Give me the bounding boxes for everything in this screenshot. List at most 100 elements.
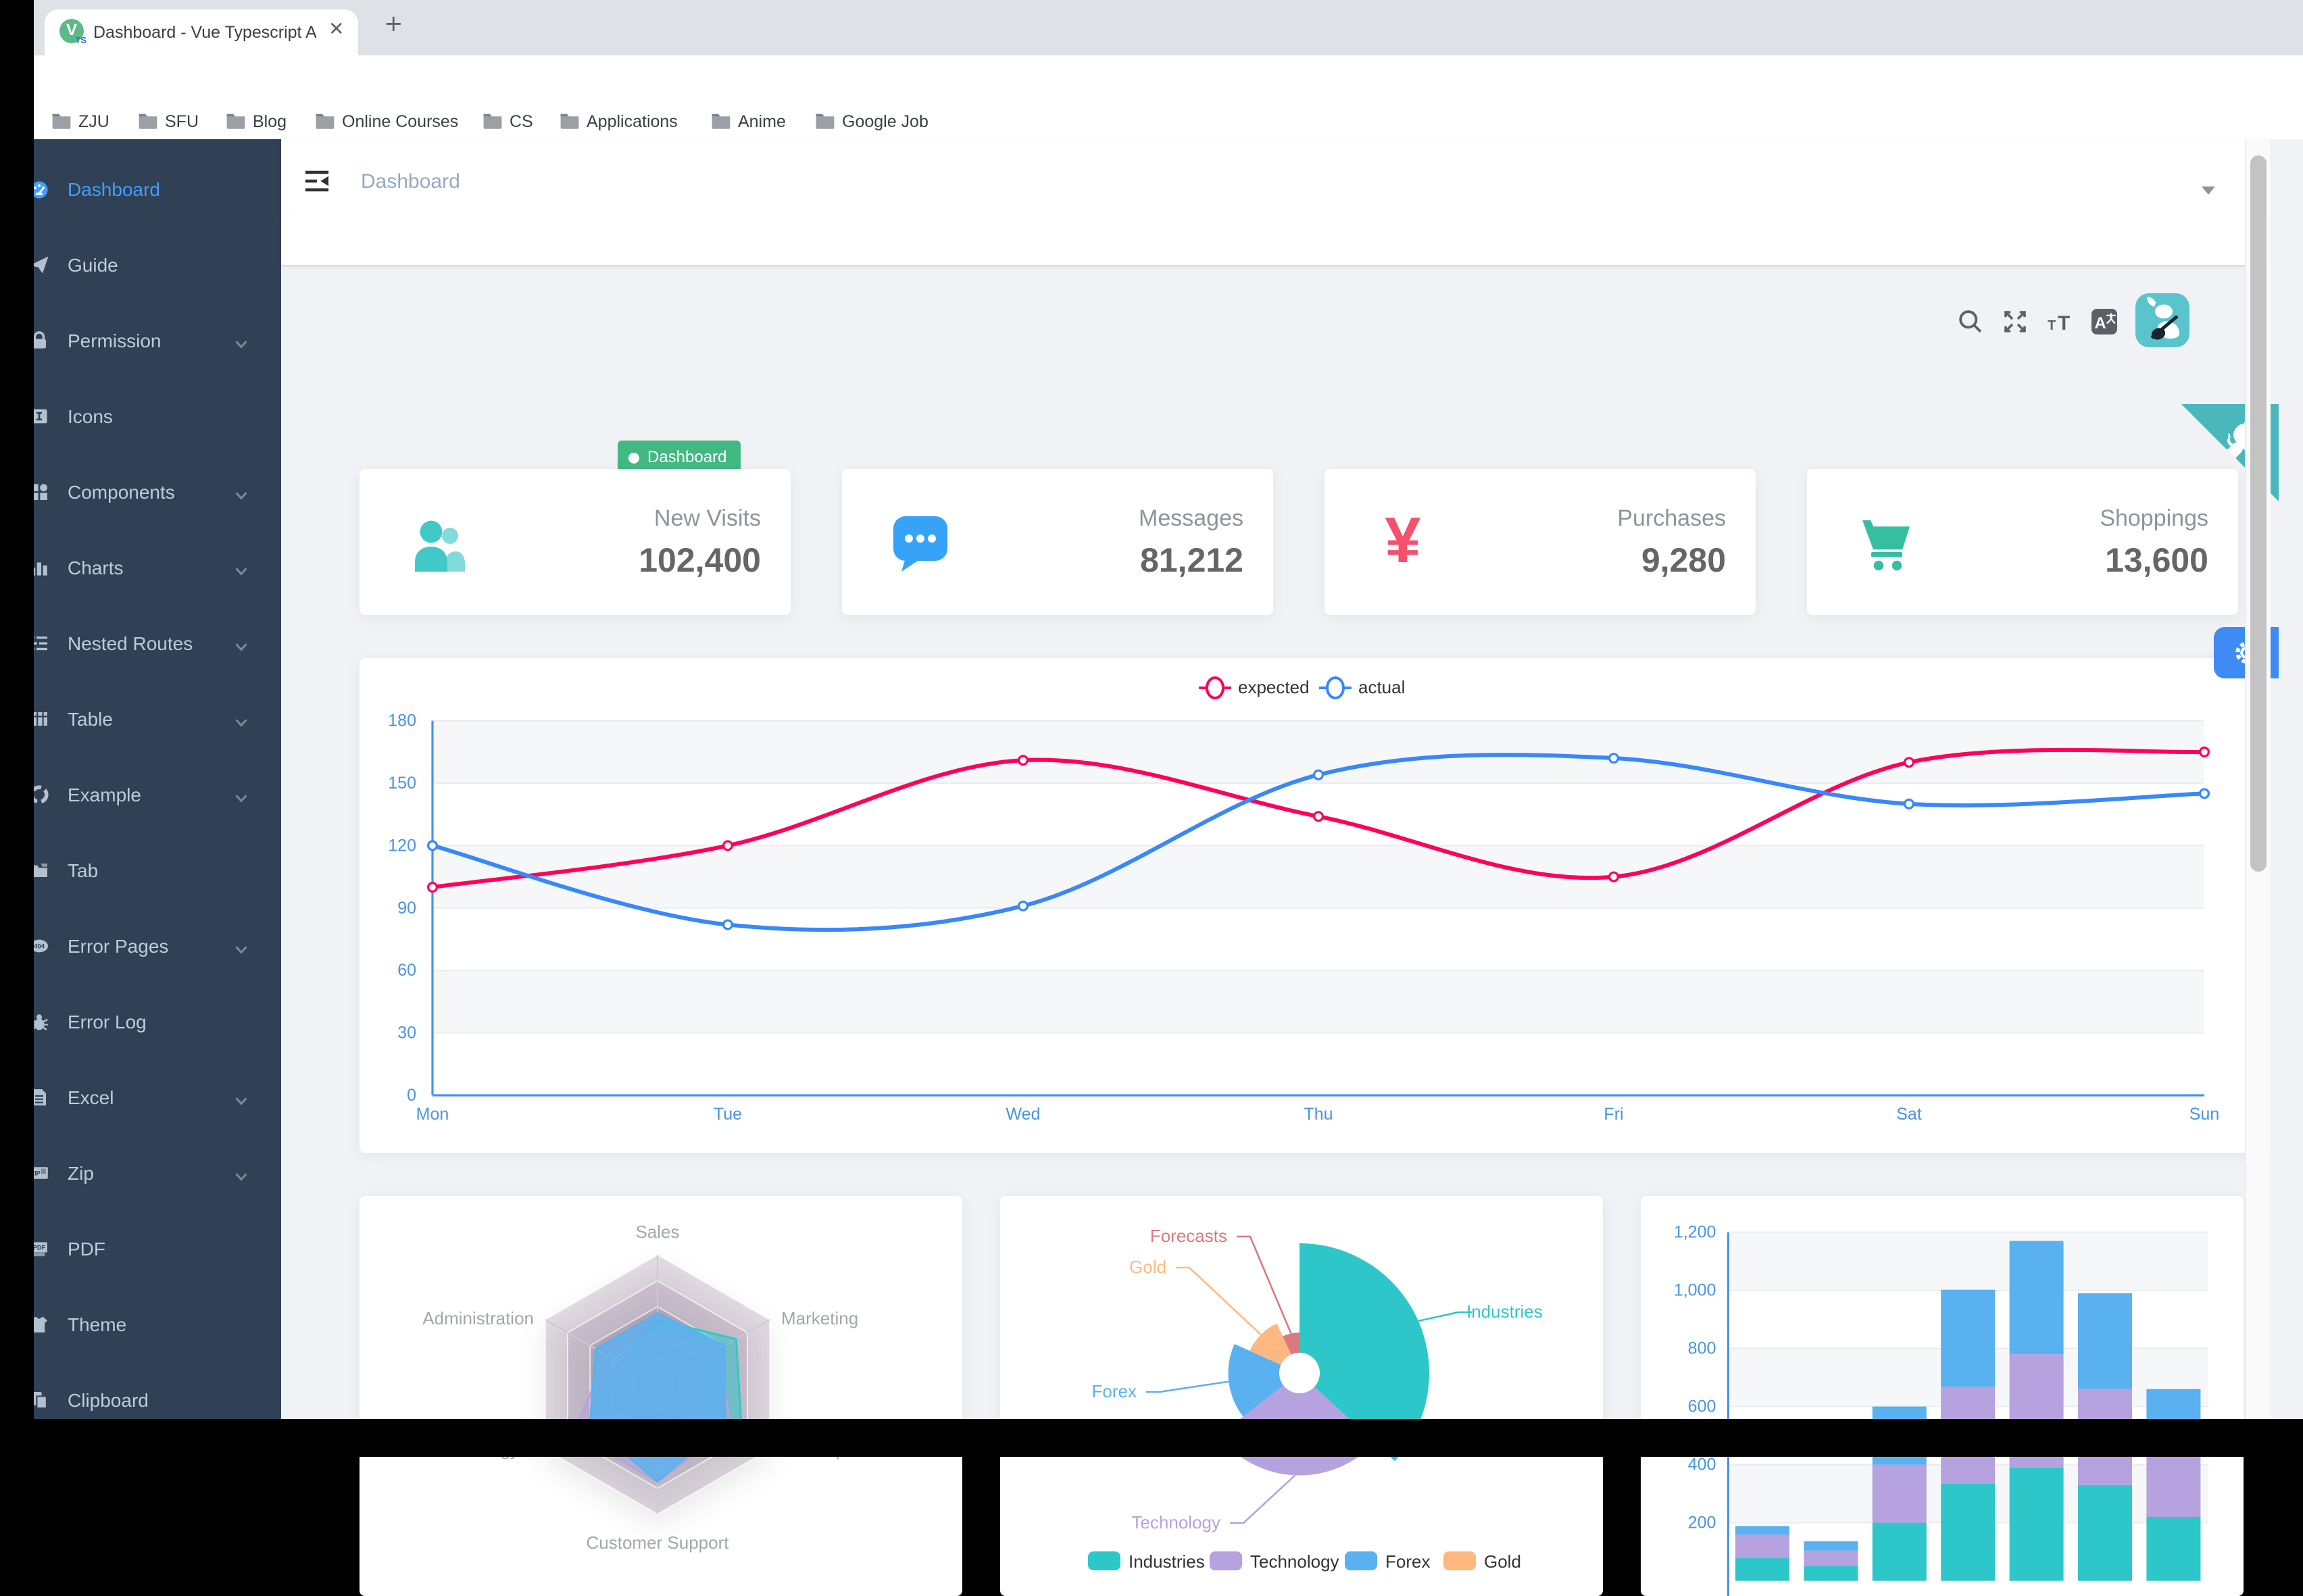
svg-text:Technology: Technology	[1131, 1512, 1220, 1532]
svg-text:400: 400	[1688, 1455, 1716, 1474]
sidebar-item-label: Excel	[68, 1087, 114, 1108]
bookmark-blog[interactable]: Blog	[226, 109, 287, 132]
sidebar-item-label: Error Pages	[68, 935, 169, 957]
chevron-down-icon	[232, 1168, 250, 1185]
svg-text:150: 150	[388, 774, 416, 793]
chevron-down-icon	[232, 638, 250, 655]
sidebar-item-error-pages[interactable]: 404 Error Pages	[0, 908, 281, 984]
stat-card-messages[interactable]: Messages 81,212	[842, 469, 1273, 615]
bookmark-label: CS	[510, 111, 533, 130]
svg-text:ZIP: ZIP	[31, 1170, 41, 1176]
bookmark-label: ZJU	[78, 111, 109, 130]
hamburger-icon[interactable]	[304, 169, 330, 193]
sidebar-item-components[interactable]: Components	[0, 454, 281, 530]
search-icon[interactable]	[1957, 308, 1984, 335]
browser-tab[interactable]: V TS Dashboard - Vue Typescript Ad ✕	[45, 9, 358, 55]
app-page: Dashboard Guide Permission Icons Components C…	[0, 139, 2303, 1596]
svg-text:Sales: Sales	[635, 1222, 679, 1242]
svg-text:120: 120	[388, 836, 416, 855]
sidebar-item-label: Components	[68, 481, 175, 503]
fullscreen-icon[interactable]	[2002, 308, 2029, 335]
theme-icon	[28, 1314, 50, 1335]
icons-icon	[28, 405, 50, 427]
tab-icon	[28, 859, 50, 881]
sidebar: Dashboard Guide Permission Icons Components C…	[0, 139, 281, 1419]
chevron-down-icon	[232, 941, 250, 958]
new-tab-button[interactable]: +	[384, 11, 403, 38]
stat-card-title: Messages	[1139, 505, 1243, 531]
shopping-icon	[1853, 509, 1918, 574]
sidebar-item-label: Permission	[68, 330, 162, 351]
bookmark-sfu[interactable]: SFU	[138, 109, 199, 132]
peoples-icon	[405, 509, 470, 574]
folder-icon	[560, 112, 580, 130]
sidebar-item-theme[interactable]: Theme	[0, 1287, 281, 1362]
chevron-down-icon	[232, 789, 250, 807]
bookmark-online-courses[interactable]: Online Courses	[315, 109, 458, 132]
svg-text:Thu: Thu	[1304, 1105, 1333, 1124]
svg-text:Gold: Gold	[1484, 1551, 1521, 1572]
sidebar-item-tab[interactable]: Tab	[0, 832, 281, 908]
sidebar-item-label: Icons	[68, 405, 113, 427]
dashboard-icon	[28, 178, 50, 200]
sidebar-item-table[interactable]: Table	[0, 681, 281, 757]
svg-text:T: T	[2048, 318, 2056, 333]
bookmark-label: Online Courses	[342, 111, 459, 130]
bookmark-zju[interactable]: ZJU	[51, 109, 109, 132]
folder-icon	[482, 112, 503, 130]
sidebar-item-nested-routes[interactable]: Nested Routes	[0, 605, 281, 681]
svg-text:Mon: Mon	[416, 1105, 449, 1124]
sidebar-item-label: Table	[68, 708, 113, 730]
sidebar-item-icons[interactable]: Icons	[0, 378, 281, 454]
stat-card-value: 13,600	[2105, 542, 2208, 580]
sidebar-item-label: Theme	[68, 1314, 127, 1335]
sidebar-item-example[interactable]: Example	[0, 757, 281, 832]
radar-chart-card: SalesMarketingDevelopmentCustomer Suppor…	[360, 1196, 962, 1596]
sidebar-item-clipboard[interactable]: Clipboard	[0, 1362, 281, 1438]
svg-text:PDF: PDF	[33, 1245, 46, 1251]
user-avatar[interactable]	[2135, 293, 2189, 347]
sidebar-item-excel[interactable]: Excel	[0, 1059, 281, 1135]
svg-text:1,000: 1,000	[1674, 1281, 1716, 1300]
bookmark-anime[interactable]: Anime	[711, 109, 786, 132]
svg-text:Customer Support: Customer Support	[587, 1532, 730, 1553]
scrollbar-thumb[interactable]	[2250, 155, 2267, 872]
folder-icon	[315, 112, 335, 130]
sidebar-item-guide[interactable]: Guide	[0, 227, 281, 303]
bookmark-label: Applications	[587, 111, 678, 130]
left-letterbox	[0, 0, 34, 1457]
sidebar-item-label: PDF	[68, 1238, 105, 1260]
bookmark-applications[interactable]: Applications	[560, 109, 678, 132]
sidebar-item-permission[interactable]: Permission	[0, 303, 281, 378]
pdf-icon: PDF	[28, 1238, 50, 1260]
stat-card-new-visits[interactable]: New Visits 102,400	[360, 469, 791, 615]
svg-text:Sat: Sat	[1896, 1105, 1922, 1124]
stat-card-shoppings[interactable]: Shoppings 13,600	[1807, 469, 2238, 615]
translate-icon[interactable]: A	[2091, 308, 2118, 335]
svg-text:404: 404	[34, 943, 45, 951]
page-scrollbar	[2245, 139, 2271, 1419]
bookmark-cs[interactable]: CS	[482, 109, 533, 132]
sidebar-item-label: Tab	[68, 859, 99, 881]
tag-dashboard[interactable]: Dashboard	[618, 441, 741, 474]
bookmark-google-job[interactable]: Google Job	[815, 109, 928, 132]
avatar-caret-icon[interactable]	[2202, 186, 2215, 195]
excel-icon	[28, 1087, 50, 1108]
stat-card-value: 102,400	[639, 542, 761, 580]
svg-text:800: 800	[1688, 1339, 1716, 1358]
tab-close-icon[interactable]: ✕	[328, 19, 345, 41]
sidebar-item-dashboard[interactable]: Dashboard	[0, 151, 281, 227]
sidebar-item-label: Error Log	[68, 1011, 147, 1032]
sidebar-item-charts[interactable]: Charts	[0, 530, 281, 605]
sidebar-item-pdf[interactable]: PDF PDF	[0, 1211, 281, 1287]
stat-card-purchases[interactable]: ¥ Purchases 9,280	[1324, 469, 1756, 615]
sidebar-item-label: Guide	[68, 254, 118, 276]
svg-text:200: 200	[1688, 1514, 1716, 1532]
sidebar-item-zip[interactable]: ZIP Zip	[0, 1135, 281, 1211]
permission-icon	[28, 330, 50, 351]
sidebar-item-error-log[interactable]: Error Log	[0, 984, 281, 1059]
folder-icon	[138, 112, 158, 130]
favicon-letter: V	[66, 20, 77, 39]
